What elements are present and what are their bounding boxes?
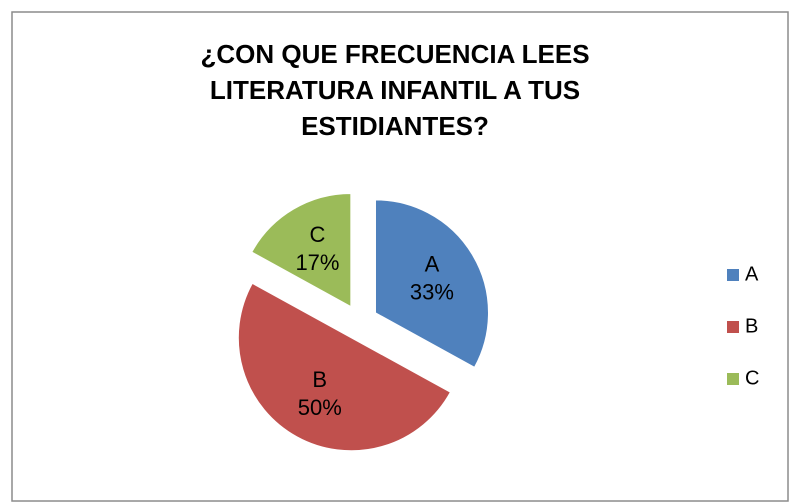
legend-label: A <box>745 263 759 285</box>
slice-category-label: B <box>312 367 327 392</box>
slice-value-label: 17% <box>295 250 339 275</box>
legend-swatch <box>727 269 739 281</box>
legend-label: B <box>745 315 758 337</box>
pie-slice <box>374 199 489 368</box>
legend-swatch <box>727 373 739 385</box>
pie-slice <box>251 193 352 308</box>
legend-label: C <box>745 367 759 389</box>
chart-title: ¿CON QUE FRECUENCIA LEES LITERATURA INFA… <box>200 39 590 141</box>
slice-value-label: 50% <box>298 395 342 420</box>
pie-slice <box>237 282 452 452</box>
slice-category-label: C <box>310 222 326 247</box>
slice-category-label: A <box>425 251 440 276</box>
slice-value-label: 33% <box>410 279 454 304</box>
legend-swatch <box>727 321 739 333</box>
